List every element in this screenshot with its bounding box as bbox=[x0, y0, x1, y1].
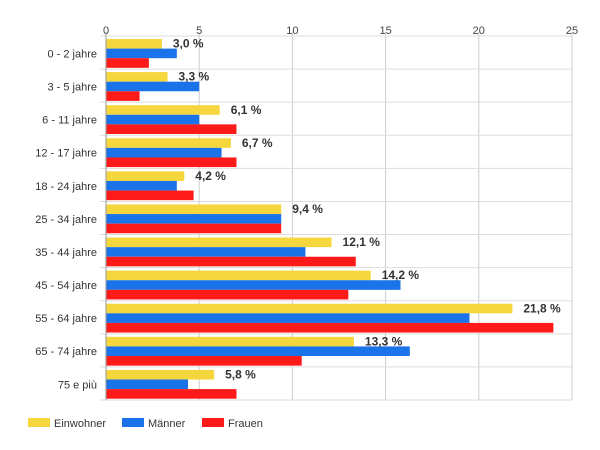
category-label-0: 0 - 2 jahre bbox=[47, 48, 97, 60]
category-label-5: 25 - 34 jahre bbox=[35, 214, 97, 226]
legend: Einwohner Männer Frauen bbox=[28, 418, 263, 430]
bar-mnner-5 bbox=[106, 214, 282, 224]
data-label-1: 3,3 % bbox=[179, 70, 210, 84]
bar-einwohner-4 bbox=[106, 171, 185, 181]
legend-swatch-2 bbox=[202, 418, 224, 427]
data-label-4: 4,2 % bbox=[195, 169, 226, 183]
bar-einwohner-2 bbox=[106, 105, 220, 115]
category-label-7: 45 - 54 jahre bbox=[35, 280, 97, 292]
grid-lines bbox=[100, 32, 573, 401]
bar-einwohner-9 bbox=[106, 336, 354, 347]
legend-swatch-0 bbox=[28, 418, 50, 427]
bar-frauen-6 bbox=[106, 256, 356, 267]
legend-label-2: Frauen bbox=[228, 418, 263, 430]
legend-label-0: Einwohner bbox=[54, 418, 106, 430]
data-label-7: 14,2 % bbox=[382, 268, 420, 282]
category-label-10: 75 e più bbox=[58, 379, 97, 391]
bar-mnner-10 bbox=[106, 379, 189, 390]
legend-swatch-1 bbox=[122, 418, 144, 427]
x-tick-label-5: 5 bbox=[196, 25, 202, 37]
bar-mnner-0 bbox=[106, 48, 177, 59]
bar-einwohner-3 bbox=[106, 138, 231, 148]
axes: 0 5 10 15 20 25 0 - 2 jahre 3 - 5 jahre 6 - 11 j… bbox=[35, 25, 578, 400]
bar-frauen-7 bbox=[106, 289, 349, 300]
bar-einwohner-1 bbox=[106, 72, 168, 82]
bar-mnner-2 bbox=[106, 114, 200, 125]
data-label-6: 12,1 % bbox=[343, 235, 381, 249]
x-tick-label-0: 0 bbox=[103, 25, 109, 37]
data-label-3: 6,7 % bbox=[242, 136, 273, 150]
bar-mnner-9 bbox=[106, 346, 410, 357]
bar-frauen-1 bbox=[106, 91, 140, 101]
x-tick-label-15: 15 bbox=[379, 25, 391, 37]
bar-mnner-3 bbox=[106, 147, 222, 158]
category-label-8: 55 - 64 jahre bbox=[35, 313, 97, 325]
data-label-9: 13,3 % bbox=[365, 334, 403, 348]
bar-einwohner-7 bbox=[106, 270, 371, 281]
bar-mnner-7 bbox=[106, 280, 401, 290]
category-label-4: 18 - 24 jahre bbox=[35, 181, 97, 193]
bar-mnner-4 bbox=[106, 180, 177, 191]
data-label-2: 6,1 % bbox=[231, 103, 262, 117]
x-tick-label-20: 20 bbox=[473, 25, 485, 37]
bar-frauen-8 bbox=[106, 322, 554, 333]
category-label-2: 6 - 11 jahre bbox=[42, 115, 97, 127]
category-label-1: 3 - 5 jahre bbox=[47, 81, 97, 93]
bar-mnner-8 bbox=[106, 313, 470, 323]
x-tick-label-25: 25 bbox=[566, 25, 578, 37]
category-label-6: 35 - 44 jahre bbox=[35, 247, 97, 259]
bar-einwohner-8 bbox=[106, 303, 513, 314]
category-label-9: 65 - 74 jahre bbox=[35, 346, 97, 358]
bar-frauen-10 bbox=[106, 389, 237, 399]
data-label-8: 21,8 % bbox=[523, 301, 561, 315]
data-label-5: 9,4 % bbox=[292, 202, 323, 216]
legend-label-1: Männer bbox=[148, 418, 186, 430]
bar-frauen-4 bbox=[106, 190, 194, 201]
bars bbox=[106, 39, 554, 399]
bar-mnner-1 bbox=[106, 81, 200, 92]
bar-frauen-2 bbox=[106, 124, 237, 134]
data-labels: 3,0 % 3,3 % 6,1 % 6,7 % 4,2 % 9,4 % 12,1 % 14,2… bbox=[173, 37, 561, 382]
bar-einwohner-0 bbox=[106, 39, 162, 49]
bar-frauen-0 bbox=[106, 58, 149, 68]
bar-frauen-9 bbox=[106, 356, 302, 366]
category-label-3: 12 - 17 jahre bbox=[35, 148, 97, 160]
bar-einwohner-10 bbox=[106, 369, 215, 380]
x-tick-label-10: 10 bbox=[286, 25, 298, 37]
bar-frauen-5 bbox=[106, 223, 282, 234]
bar-einwohner-5 bbox=[106, 204, 282, 215]
data-label-0: 3,0 % bbox=[173, 37, 204, 51]
data-label-10: 5,8 % bbox=[225, 368, 256, 382]
bar-frauen-3 bbox=[106, 157, 237, 168]
bar-einwohner-6 bbox=[106, 237, 332, 248]
bar-mnner-6 bbox=[106, 247, 306, 257]
